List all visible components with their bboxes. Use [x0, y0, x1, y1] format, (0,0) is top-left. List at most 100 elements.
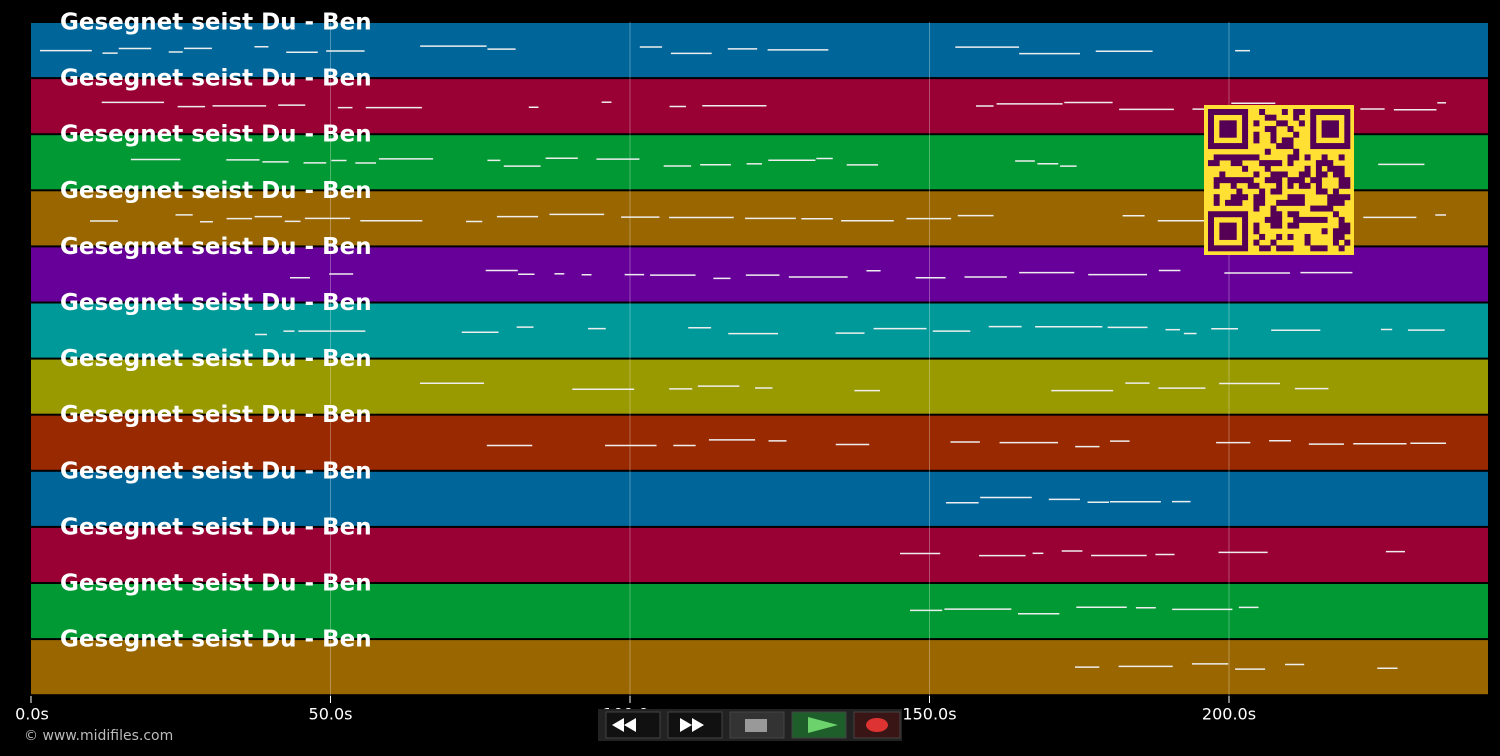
qr-module	[1344, 194, 1351, 201]
qr-module	[1310, 109, 1317, 115]
qr-module	[1332, 239, 1339, 246]
qr-module	[1281, 109, 1288, 115]
qr-module	[1338, 199, 1345, 206]
track-label: Gesegnet seist Du - Ben	[60, 66, 372, 92]
qr-module	[1293, 114, 1300, 121]
qr-module	[1281, 120, 1288, 127]
qr-module	[1259, 245, 1266, 252]
qr-module	[1315, 171, 1322, 178]
qr-module	[1321, 154, 1328, 161]
qr-module	[1208, 216, 1214, 223]
qr-module	[1298, 171, 1305, 178]
qr-module	[1225, 222, 1232, 229]
qr-module	[1270, 188, 1277, 195]
qr-module	[1287, 160, 1294, 167]
qr-module	[1225, 245, 1232, 252]
qr-module	[1230, 211, 1237, 218]
qr-module	[1242, 120, 1249, 127]
qr-module	[1219, 233, 1226, 240]
qr-module	[1310, 137, 1317, 144]
track-label: Gesegnet seist Du - Ben	[60, 346, 372, 372]
qr-module	[1270, 126, 1277, 133]
qr-module	[1315, 216, 1322, 223]
qr-module	[1208, 126, 1214, 133]
qr-module	[1264, 114, 1271, 121]
qr-module	[1225, 143, 1232, 150]
qr-module	[1230, 143, 1237, 150]
qr-module	[1219, 126, 1226, 133]
qr-module	[1236, 199, 1243, 206]
qr-module	[1338, 171, 1345, 178]
qr-module	[1219, 211, 1226, 218]
record-button[interactable]	[853, 711, 901, 739]
qr-module	[1276, 188, 1283, 195]
track-label: Gesegnet seist Du - Ben	[60, 627, 372, 653]
qr-module	[1344, 131, 1351, 138]
qr-module	[1321, 171, 1328, 178]
qr-module	[1276, 171, 1283, 178]
qr-module	[1315, 109, 1322, 115]
qr-module	[1270, 216, 1277, 223]
qr-module	[1219, 228, 1226, 235]
qr-module	[1321, 109, 1328, 115]
qr-module	[1242, 109, 1249, 115]
qr-module	[1293, 177, 1300, 184]
qr-module	[1344, 177, 1351, 184]
qr-module	[1344, 114, 1351, 121]
qr-module	[1242, 194, 1249, 201]
qr-module	[1208, 137, 1214, 144]
qr-module	[1208, 239, 1214, 246]
copyright: © www.midifiles.com	[24, 728, 173, 744]
qr-module	[1338, 182, 1345, 189]
qr-module	[1253, 171, 1260, 178]
qr-module	[1344, 137, 1351, 144]
qr-module	[1259, 188, 1266, 195]
qr-module	[1344, 228, 1351, 235]
qr-module	[1344, 239, 1351, 246]
stop-button[interactable]	[729, 711, 785, 739]
qr-module	[1236, 143, 1243, 150]
qr-module	[1270, 137, 1277, 144]
qr-module	[1276, 216, 1283, 223]
qr-module	[1327, 126, 1334, 133]
qr-module	[1225, 154, 1232, 161]
qr-module	[1213, 177, 1220, 184]
forward-button[interactable]	[667, 711, 723, 739]
qr-module	[1264, 148, 1271, 155]
qr-module	[1310, 143, 1317, 150]
rewind-button[interactable]	[605, 711, 661, 739]
qr-module	[1332, 188, 1339, 195]
qr-module	[1225, 109, 1232, 115]
qr-module	[1270, 114, 1277, 121]
qr-module	[1287, 194, 1294, 201]
play-button[interactable]	[791, 711, 847, 739]
qr-module	[1332, 126, 1339, 133]
qr-module	[1208, 109, 1214, 115]
qr-module	[1230, 120, 1237, 127]
qr-module	[1287, 137, 1294, 144]
qr-module	[1230, 109, 1237, 115]
qr-module	[1321, 228, 1328, 235]
qr-module	[1276, 233, 1283, 240]
qr-module	[1315, 182, 1322, 189]
qr-module	[1304, 182, 1311, 189]
qr-module	[1230, 154, 1237, 161]
qr-module	[1315, 245, 1322, 252]
track-band	[31, 471, 1488, 526]
qr-module	[1338, 143, 1345, 150]
qr-module	[1321, 245, 1328, 252]
tick-label: 200.0s	[1202, 705, 1256, 724]
qr-module	[1242, 137, 1249, 144]
qr-module	[1338, 222, 1345, 229]
qr-module	[1298, 199, 1305, 206]
track-labels: Gesegnet seist Du - Ben Gesegnet seist Du…	[60, 10, 372, 653]
qr-module	[1242, 126, 1249, 133]
qr-module	[1304, 154, 1311, 161]
qr-module	[1298, 120, 1305, 127]
qr-module	[1315, 165, 1322, 172]
track-label: Gesegnet seist Du - Ben	[60, 234, 372, 260]
qr-module	[1236, 211, 1243, 218]
tick-label: 50.0s	[309, 705, 353, 724]
qr-module	[1213, 182, 1220, 189]
qr-module	[1242, 131, 1249, 138]
